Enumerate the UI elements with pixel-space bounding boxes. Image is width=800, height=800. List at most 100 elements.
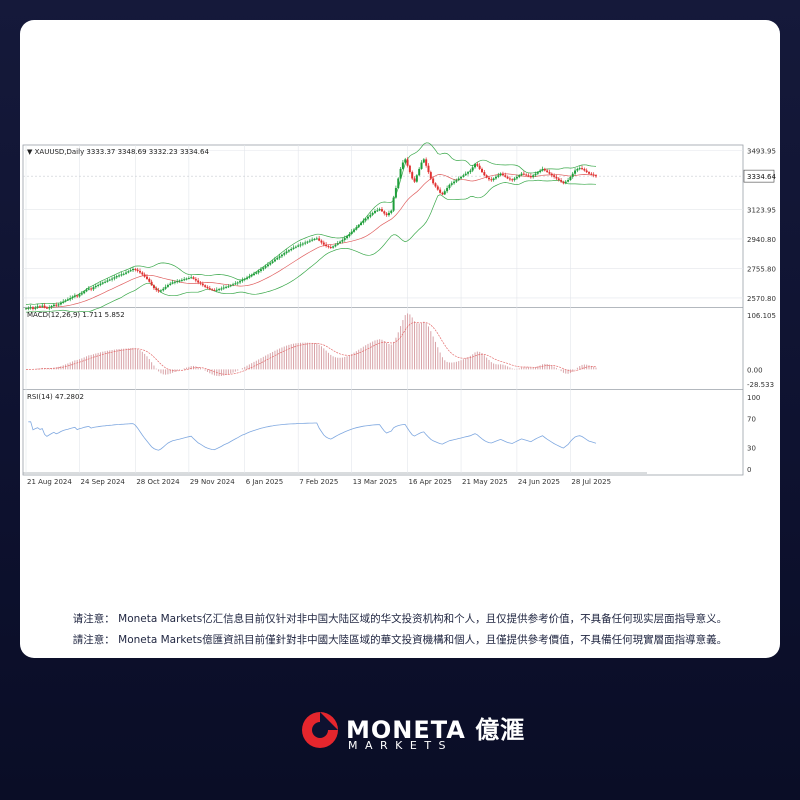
candle-body	[550, 173, 553, 176]
candle-body	[152, 285, 155, 289]
candle-body	[141, 272, 144, 275]
candle-body	[529, 176, 532, 178]
candle-body	[106, 280, 109, 282]
current-price-tag	[743, 169, 775, 183]
candle-body	[162, 288, 165, 291]
candle-body	[378, 209, 381, 211]
candle-body	[548, 172, 551, 174]
candle-body	[55, 304, 58, 306]
rsi-tick-label: 30	[747, 444, 756, 452]
candle-body	[122, 273, 125, 275]
candle-body	[34, 307, 37, 309]
candle-body	[283, 253, 286, 255]
candle-body	[583, 168, 586, 171]
candle-body	[143, 274, 146, 277]
candle-body	[25, 308, 27, 310]
candle-body	[218, 289, 221, 291]
candle-body	[243, 278, 246, 280]
candle-body	[532, 175, 535, 177]
candle-body	[294, 246, 297, 248]
candle-body	[50, 306, 53, 308]
candle-body	[525, 174, 528, 176]
candle-body	[543, 168, 546, 171]
macd-tick-label: -28.533	[747, 381, 774, 389]
candle-body	[411, 172, 414, 179]
candle-body	[425, 159, 428, 166]
candle-body	[241, 279, 244, 282]
candle-body	[48, 307, 51, 309]
candle-body	[232, 284, 235, 286]
candle-body	[557, 178, 560, 181]
candle-body	[253, 273, 255, 276]
candle-body	[401, 162, 404, 169]
candle-body	[501, 173, 504, 176]
candle-body	[383, 211, 386, 214]
candle-body	[41, 305, 44, 307]
candle-body	[404, 159, 407, 163]
candle-body	[595, 175, 597, 177]
candle-body	[481, 168, 483, 173]
candle-body	[71, 296, 74, 299]
candle-body	[567, 180, 570, 182]
candle-body	[164, 286, 167, 289]
candle-body	[62, 301, 65, 303]
candle-body	[497, 175, 500, 177]
candle-body	[334, 244, 337, 247]
candle-body	[460, 176, 463, 179]
candle-body	[522, 173, 525, 175]
candle-body	[341, 240, 344, 242]
candle-body	[271, 261, 274, 263]
x-tick-label: 13 Mar 2025	[353, 478, 397, 486]
candle-body	[415, 175, 418, 182]
current-price-label: 3334.64	[747, 173, 776, 181]
candle-body	[236, 282, 239, 284]
candle-body	[418, 168, 421, 176]
moneta-logo-icon	[302, 712, 338, 748]
candle-body	[487, 177, 490, 180]
candle-body	[278, 256, 281, 258]
candle-body	[255, 272, 258, 274]
candle-body	[520, 173, 523, 176]
candle-body	[108, 279, 111, 281]
candle-body	[397, 178, 400, 189]
candle-body	[111, 278, 114, 280]
candle-body	[436, 186, 439, 190]
candle-body	[259, 269, 262, 271]
candle-body	[422, 159, 425, 163]
brand-name: MONETA 億滙	[346, 716, 526, 744]
chart-border	[22, 144, 744, 476]
candle-body	[66, 299, 69, 301]
candle-body	[206, 286, 209, 289]
candle-body	[536, 172, 539, 174]
candle-body	[348, 233, 351, 237]
candle-body	[266, 264, 269, 267]
candle-body	[234, 283, 237, 285]
candle-body	[441, 192, 444, 195]
candle-body	[462, 175, 465, 177]
rsi-line	[28, 421, 597, 451]
candle-body	[590, 173, 593, 175]
candle-body	[176, 281, 179, 283]
candle-body	[443, 191, 446, 195]
candle-body	[369, 214, 372, 217]
candle-body	[343, 238, 346, 241]
candle-body	[273, 259, 276, 262]
candle-body	[506, 176, 509, 179]
candle-body	[80, 293, 83, 295]
macd-tick-label: 0.00	[747, 366, 763, 374]
candle-body	[69, 298, 72, 300]
candle-body	[127, 271, 130, 273]
candle-body	[43, 305, 46, 308]
candle-body	[264, 266, 267, 268]
candle-body	[246, 277, 249, 279]
x-tick-label: 7 Feb 2025	[299, 478, 338, 486]
candle-body	[83, 291, 86, 294]
candle-body	[276, 257, 279, 260]
candle-body	[325, 244, 328, 247]
chart-header: ▼ XAUUSD,Daily 3333.37 3348.69 3332.23 3…	[27, 148, 209, 156]
candle-body	[94, 285, 97, 288]
candle-body	[390, 210, 393, 213]
candle-body	[85, 289, 88, 292]
candle-body	[225, 286, 228, 288]
candle-body	[125, 272, 128, 274]
